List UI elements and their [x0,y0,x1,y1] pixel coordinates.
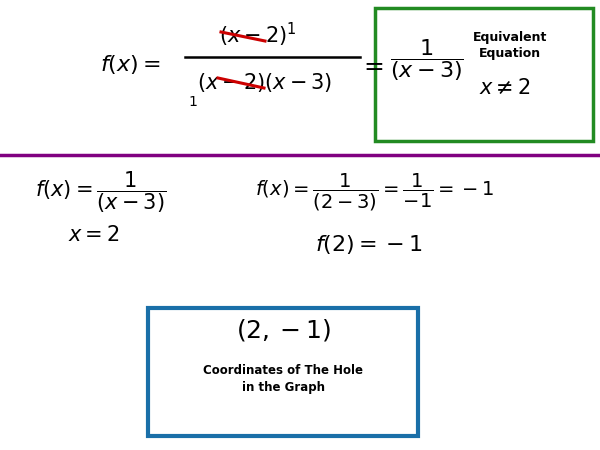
Text: $\dfrac{1}{(x-3)}$: $\dfrac{1}{(x-3)}$ [390,37,464,83]
Text: $f(x)=$: $f(x)=$ [100,54,160,76]
Text: in the Graph: in the Graph [241,382,325,395]
Bar [375,8,593,141]
Text: Equivalent: Equivalent [473,32,547,45]
Text: $=$: $=$ [359,53,385,77]
Text: $(2,-1)$: $(2,-1)$ [236,317,331,343]
Text: $f(x)=\dfrac{1}{(2-3)}=\dfrac{1}{-1}=-1$: $f(x)=\dfrac{1}{(2-3)}=\dfrac{1}{-1}=-1$ [255,171,494,212]
Bar [148,308,418,436]
Text: $f(x)=\dfrac{1}{(x-3)}$: $f(x)=\dfrac{1}{(x-3)}$ [35,169,166,215]
Text: $f(2)=-1$: $f(2)=-1$ [315,234,423,256]
Text: $1$: $1$ [188,95,198,109]
Text: Coordinates of The Hole: Coordinates of The Hole [203,364,363,377]
Text: $x=2$: $x=2$ [68,225,119,245]
Text: $(x-2)^{1}$: $(x-2)^{1}$ [219,21,297,49]
Text: $x \neq 2$: $x \neq 2$ [479,78,531,98]
Text: Equation: Equation [479,46,541,59]
Text: $(x-2)(x-3)$: $(x-2)(x-3)$ [197,71,332,94]
